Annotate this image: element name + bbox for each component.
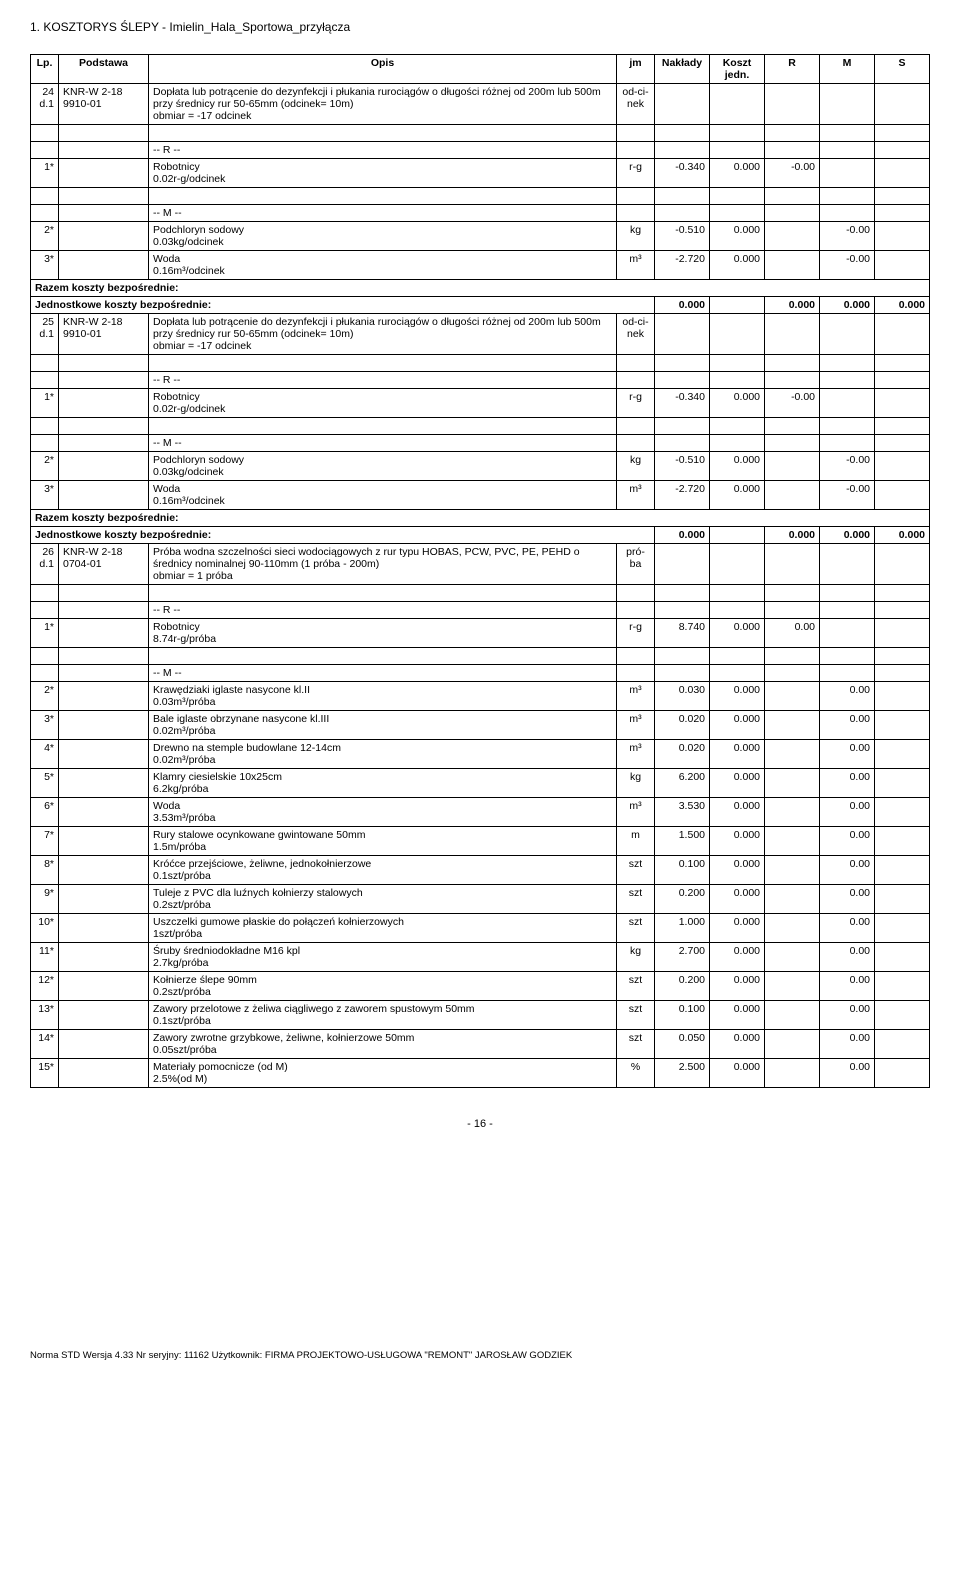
resource-opis: Podchloryn sodowy0.03kg/odcinek	[149, 222, 617, 251]
resource-row: 1*Robotnicy0.02r-g/odcinekr-g-0.3400.000…	[31, 159, 930, 188]
spacer-row	[31, 355, 930, 372]
resource-row: 6*Woda3.53m³/próbam³3.5300.0000.00	[31, 798, 930, 827]
h-jm: jm	[617, 55, 655, 84]
h-opis: Opis	[149, 55, 617, 84]
resource-opis: Śruby średniodokładne M16 kpl2.7kg/próba	[149, 943, 617, 972]
resource-opis: Zawory przelotowe z żeliwa ciągliwego z …	[149, 1001, 617, 1030]
resource-opis: Robotnicy0.02r-g/odcinek	[149, 389, 617, 418]
group-label: -- M --	[149, 205, 617, 222]
spacer-row	[31, 418, 930, 435]
jm-cell: od-ci-nek	[617, 84, 655, 125]
group-label: -- R --	[149, 372, 617, 389]
resource-opis: Woda3.53m³/próba	[149, 798, 617, 827]
resource-opis: Króćce przejściowe, żeliwne, jednokołnie…	[149, 856, 617, 885]
sum-row-2: Jednostkowe koszty bezpośrednie:0.0000.0…	[31, 297, 930, 314]
sum-row-1: Razem koszty bezpośrednie:	[31, 280, 930, 297]
doc-title: 1. KOSZTORYS ŚLEPY - Imielin_Hala_Sporto…	[30, 20, 930, 34]
resource-opis: Uszczelki gumowe płaskie do połączeń koł…	[149, 914, 617, 943]
group-label: -- R --	[149, 142, 617, 159]
group-label: -- M --	[149, 665, 617, 682]
resource-row: 3*Bale iglaste obrzynane nasycone kl.III…	[31, 711, 930, 740]
resource-row: 2*Podchloryn sodowy0.03kg/odcinekkg-0.51…	[31, 222, 930, 251]
resource-row: 12*Kołnierze ślepe 90mm0.2szt/próbaszt0.…	[31, 972, 930, 1001]
resource-opis: Tuleje z PVC dla luźnych kołnierzy stalo…	[149, 885, 617, 914]
h-pod: Podstawa	[59, 55, 149, 84]
resource-row: 3*Woda0.16m³/odcinekm³-2.7200.000-0.00	[31, 251, 930, 280]
resource-opis: Klamry ciesielskie 10x25cm6.2kg/próba	[149, 769, 617, 798]
spacer-row	[31, 585, 930, 602]
resource-opis: Woda0.16m³/odcinek	[149, 251, 617, 280]
resource-row: 11*Śruby średniodokładne M16 kpl2.7kg/pr…	[31, 943, 930, 972]
resource-row: 15*Materiały pomocnicze (od M)2.5%(od M)…	[31, 1059, 930, 1088]
resource-opis: Podchloryn sodowy0.03kg/odcinek	[149, 452, 617, 481]
podstawa-cell: KNR-W 2-189910-01	[59, 314, 149, 355]
cost-table: Lp. Podstawa Opis jm Nakłady Koszt jedn.…	[30, 54, 930, 1088]
resource-opis: Krawędziaki iglaste nasycone kl.II0.03m³…	[149, 682, 617, 711]
group-label-row: -- M --	[31, 435, 930, 452]
item-row: 25d.1KNR-W 2-189910-01Dopłata lub potrąc…	[31, 314, 930, 355]
h-koszt: Koszt jedn.	[710, 55, 765, 84]
lp-cell: 25d.1	[31, 314, 59, 355]
h-s: S	[875, 55, 930, 84]
resource-opis: Materiały pomocnicze (od M)2.5%(od M)	[149, 1059, 617, 1088]
group-label: -- R --	[149, 602, 617, 619]
page-number: - 16 -	[30, 1118, 930, 1130]
opis-cell: Próba wodna szczelności sieci wodociągow…	[149, 544, 617, 585]
resource-row: 1*Robotnicy8.74r-g/próbar-g8.7400.0000.0…	[31, 619, 930, 648]
group-label-row: -- R --	[31, 372, 930, 389]
podstawa-cell: KNR-W 2-180704-01	[59, 544, 149, 585]
resource-opis: Woda0.16m³/odcinek	[149, 481, 617, 510]
resource-opis: Robotnicy0.02r-g/odcinek	[149, 159, 617, 188]
resource-row: 1*Robotnicy0.02r-g/odcinekr-g-0.3400.000…	[31, 389, 930, 418]
sum-row-1: Razem koszty bezpośrednie:	[31, 510, 930, 527]
spacer-row	[31, 188, 930, 205]
jm-cell: od-ci-nek	[617, 314, 655, 355]
lp-cell: 24d.1	[31, 84, 59, 125]
h-nak: Nakłady	[655, 55, 710, 84]
h-m: M	[820, 55, 875, 84]
resource-row: 13*Zawory przelotowe z żeliwa ciągliwego…	[31, 1001, 930, 1030]
resource-row: 3*Woda0.16m³/odcinekm³-2.7200.000-0.00	[31, 481, 930, 510]
item-row: 26d.1KNR-W 2-180704-01Próba wodna szczel…	[31, 544, 930, 585]
opis-cell: Dopłata lub potrącenie do dezynfekcji i …	[149, 84, 617, 125]
spacer-row	[31, 125, 930, 142]
sum-row-2: Jednostkowe koszty bezpośrednie:0.0000.0…	[31, 527, 930, 544]
lp-cell: 26d.1	[31, 544, 59, 585]
sum-label-1: Razem koszty bezpośrednie:	[31, 510, 930, 527]
resource-opis: Kołnierze ślepe 90mm0.2szt/próba	[149, 972, 617, 1001]
resource-row: 2*Krawędziaki iglaste nasycone kl.II0.03…	[31, 682, 930, 711]
resource-opis: Bale iglaste obrzynane nasycone kl.III0.…	[149, 711, 617, 740]
group-label: -- M --	[149, 435, 617, 452]
group-label-row: -- R --	[31, 142, 930, 159]
group-label-row: -- M --	[31, 665, 930, 682]
resource-opis: Zawory zwrotne grzybkowe, żeliwne, kołni…	[149, 1030, 617, 1059]
resource-row: 7*Rury stalowe ocynkowane gwintowane 50m…	[31, 827, 930, 856]
podstawa-cell: KNR-W 2-189910-01	[59, 84, 149, 125]
sum-label-2: Jednostkowe koszty bezpośrednie:	[31, 527, 655, 544]
footer-info: Norma STD Wersja 4.33 Nr seryjny: 11162 …	[30, 1350, 930, 1361]
resource-row: 10*Uszczelki gumowe płaskie do połączeń …	[31, 914, 930, 943]
resource-row: 14*Zawory zwrotne grzybkowe, żeliwne, ko…	[31, 1030, 930, 1059]
group-label-row: -- M --	[31, 205, 930, 222]
resource-row: 2*Podchloryn sodowy0.03kg/odcinekkg-0.51…	[31, 452, 930, 481]
resource-opis: Drewno na stemple budowlane 12-14cm0.02m…	[149, 740, 617, 769]
item-row: 24d.1KNR-W 2-189910-01Dopłata lub potrąc…	[31, 84, 930, 125]
h-lp: Lp.	[31, 55, 59, 84]
resource-row: 8*Króćce przejściowe, żeliwne, jednokołn…	[31, 856, 930, 885]
resource-row: 5*Klamry ciesielskie 10x25cm6.2kg/próbak…	[31, 769, 930, 798]
jm-cell: pró-ba	[617, 544, 655, 585]
sum-label-2: Jednostkowe koszty bezpośrednie:	[31, 297, 655, 314]
resource-opis: Rury stalowe ocynkowane gwintowane 50mm1…	[149, 827, 617, 856]
spacer-row	[31, 648, 930, 665]
resource-row: 4*Drewno na stemple budowlane 12-14cm0.0…	[31, 740, 930, 769]
group-label-row: -- R --	[31, 602, 930, 619]
header-row: Lp. Podstawa Opis jm Nakłady Koszt jedn.…	[31, 55, 930, 84]
sum-label-1: Razem koszty bezpośrednie:	[31, 280, 930, 297]
h-r: R	[765, 55, 820, 84]
opis-cell: Dopłata lub potrącenie do dezynfekcji i …	[149, 314, 617, 355]
resource-row: 9*Tuleje z PVC dla luźnych kołnierzy sta…	[31, 885, 930, 914]
resource-opis: Robotnicy8.74r-g/próba	[149, 619, 617, 648]
